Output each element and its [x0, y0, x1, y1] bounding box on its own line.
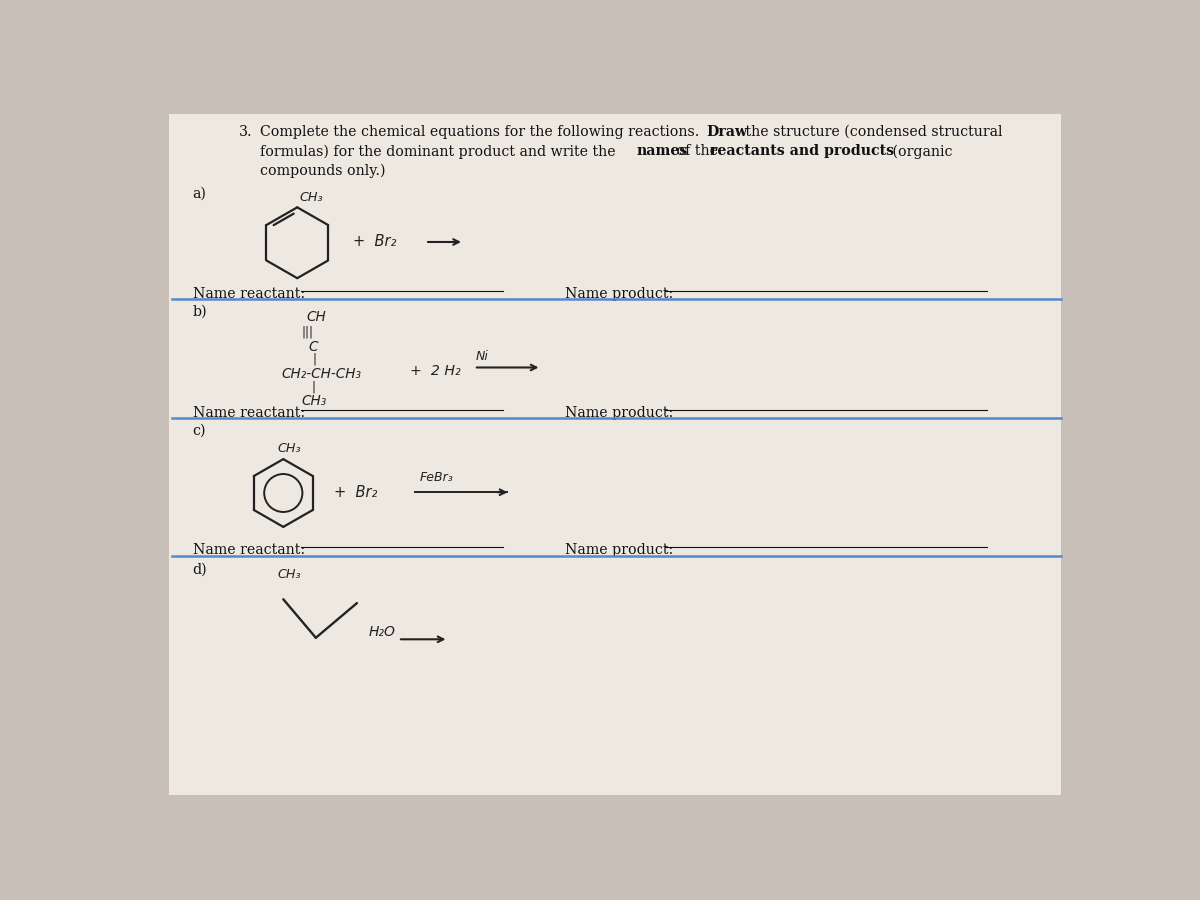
Text: formulas) for the dominant product and write the: formulas) for the dominant product and w… [260, 144, 620, 158]
Text: |: | [311, 381, 316, 393]
Text: CH: CH [306, 310, 326, 324]
Text: of the: of the [672, 144, 722, 158]
Text: CH₃: CH₃ [300, 192, 323, 204]
Text: +  Br₂: + Br₂ [353, 235, 396, 249]
Text: the structure (condensed structural: the structure (condensed structural [740, 125, 1002, 139]
Text: |||: ||| [301, 325, 313, 338]
Text: Ni: Ni [475, 350, 488, 363]
Text: +  2 H₂: + 2 H₂ [409, 364, 461, 378]
Text: H₂O: H₂O [368, 626, 396, 639]
Text: FeBr₃: FeBr₃ [420, 472, 454, 484]
Text: d): d) [193, 562, 208, 576]
Text: Complete the chemical equations for the following reactions.: Complete the chemical equations for the … [260, 125, 704, 139]
Text: Name reactant:: Name reactant: [193, 287, 305, 302]
Text: CH₃: CH₃ [301, 394, 326, 409]
Text: Name reactant:: Name reactant: [193, 543, 305, 557]
Text: 3.: 3. [239, 125, 253, 139]
Text: CH₂-CH-CH₃: CH₂-CH-CH₃ [282, 366, 361, 381]
Text: b): b) [193, 305, 208, 320]
Text: c): c) [193, 424, 206, 437]
Text: compounds only.): compounds only.) [260, 164, 385, 178]
FancyBboxPatch shape [169, 114, 1061, 795]
Text: (organic: (organic [888, 144, 953, 158]
Text: C: C [308, 340, 318, 354]
Text: Name product:: Name product: [565, 543, 673, 557]
Text: names: names [637, 144, 688, 158]
Text: Name product:: Name product: [565, 287, 673, 302]
Text: CH₃: CH₃ [278, 569, 301, 581]
Text: a): a) [193, 186, 206, 201]
Text: Name reactant:: Name reactant: [193, 406, 305, 420]
Text: |: | [313, 353, 317, 366]
Text: CH₃: CH₃ [277, 442, 301, 454]
Text: reactants and products: reactants and products [709, 144, 894, 158]
Text: Name product:: Name product: [565, 406, 673, 420]
Text: Draw: Draw [707, 125, 748, 139]
Text: +  Br₂: + Br₂ [335, 485, 378, 500]
